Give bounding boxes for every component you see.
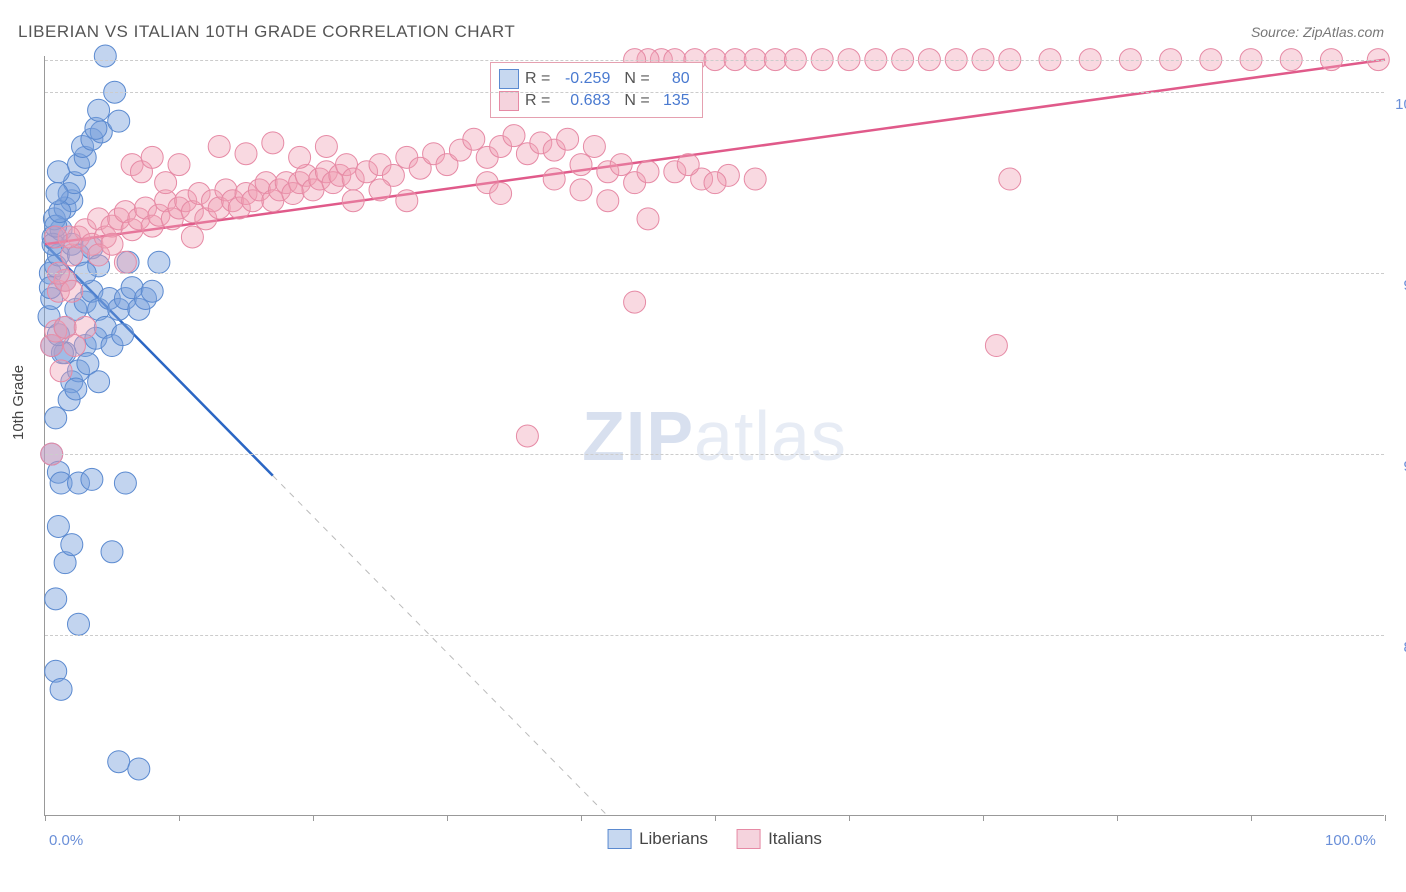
chart-svg [45,56,1384,815]
x-tick [1117,815,1118,821]
x-tick-label: 100.0% [1325,832,1376,849]
chart-title: LIBERIAN VS ITALIAN 10TH GRADE CORRELATI… [18,22,515,42]
legend-swatch-italians [736,829,760,849]
corr-row-italians: R = 0.683 N = 135 [499,90,690,112]
series-legend: Liberians Italians [607,829,822,849]
gridline [45,454,1384,455]
source-label: Source: ZipAtlas.com [1251,24,1384,40]
plot-area: ZIPatlas R = -0.259 N = 80 R = 0.683 N =… [44,56,1384,816]
gridline [45,635,1384,636]
x-tick [1251,815,1252,821]
y-tick-label: 85.0% [1386,639,1406,656]
x-tick [45,815,46,821]
x-tick [1385,815,1386,821]
legend-item-liberians: Liberians [607,829,708,849]
x-tick [179,815,180,821]
legend-item-italians: Italians [736,829,822,849]
y-axis-label: 10th Grade [10,365,27,440]
y-tick-label: 95.0% [1386,277,1406,294]
y-tick-label: 100.0% [1386,96,1406,113]
gridline [45,273,1384,274]
y-tick-label: 90.0% [1386,458,1406,475]
x-tick [715,815,716,821]
x-tick [581,815,582,821]
swatch-liberians [499,69,519,89]
corr-row-liberians: R = -0.259 N = 80 [499,68,690,90]
x-tick-label: 0.0% [49,832,83,849]
swatch-italians [499,91,519,111]
x-tick [983,815,984,821]
gridline [45,92,1384,93]
x-tick [849,815,850,821]
x-tick [447,815,448,821]
legend-swatch-liberians [607,829,631,849]
x-tick [313,815,314,821]
correlation-legend: R = -0.259 N = 80 R = 0.683 N = 135 [490,62,703,118]
